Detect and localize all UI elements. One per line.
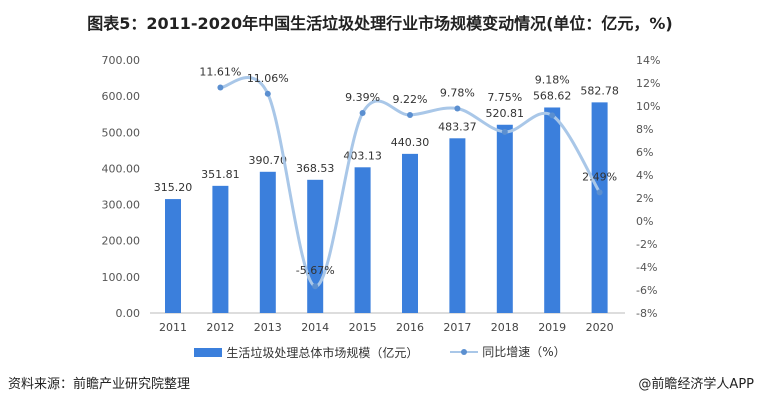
- y-left-tick-label: 400.00: [102, 162, 141, 175]
- y-right-tick-label: -8%: [636, 307, 657, 320]
- growth-point: [312, 283, 319, 290]
- y-right-tick-label: -2%: [636, 238, 657, 251]
- bar-value-label: 440.30: [391, 136, 430, 149]
- x-tick-label: 2019: [538, 321, 566, 334]
- y-left-tick-label: 200.00: [102, 235, 141, 248]
- growth-value-label: 9.78%: [440, 87, 475, 100]
- x-tick-label: 2013: [254, 321, 282, 334]
- legend-swatch-bar: [194, 347, 223, 357]
- legend-label-line: 同比增速（%）: [482, 345, 566, 359]
- x-tick-label: 2020: [586, 321, 614, 334]
- y-left-tick-label: 600.00: [102, 90, 141, 103]
- y-right-tick-label: 6%: [636, 146, 653, 159]
- growth-point: [217, 84, 224, 91]
- bar-value-label: 315.20: [154, 181, 193, 194]
- x-tick-label: 2016: [396, 321, 424, 334]
- growth-point: [549, 112, 556, 119]
- bar-value-label: 351.81: [201, 168, 240, 181]
- bar: [354, 167, 371, 313]
- y-left-tick-label: 0.00: [116, 307, 141, 320]
- growth-point: [596, 189, 603, 196]
- growth-point: [407, 111, 413, 118]
- x-tick-label: 2011: [159, 321, 187, 334]
- bar: [449, 138, 466, 313]
- y-right-tick-label: 4%: [636, 169, 653, 182]
- growth-point: [454, 105, 461, 112]
- y-right-tick-label: 8%: [636, 123, 653, 136]
- x-tick-label: 2017: [443, 321, 471, 334]
- growth-point: [359, 110, 366, 117]
- y-right-tick-label: -4%: [636, 261, 657, 274]
- legend-swatch-line: [450, 347, 479, 357]
- y-left-tick-label: 300.00: [102, 199, 141, 212]
- y-left-tick-label: 700.00: [102, 54, 141, 67]
- growth-value-label: 11.61%: [199, 65, 241, 78]
- chart-title: 图表5：2011-2020年中国生活垃圾处理行业市场规模变动情况(单位：亿元，%…: [87, 14, 673, 33]
- legend-label-bar: 生活垃圾处理总体市场规模（亿元）: [226, 345, 419, 360]
- source-note: 资料来源：前瞻产业研究院整理: [8, 377, 191, 392]
- legend-item-line: 同比增速（%）: [450, 343, 566, 360]
- growth-point: [264, 90, 271, 97]
- y-right-tick-label: 10%: [636, 100, 660, 113]
- growth-value-label: 2.49%: [582, 170, 617, 183]
- bar-value-label: 582.78: [580, 84, 619, 97]
- bar: [402, 153, 418, 313]
- growth-value-label: 9.39%: [345, 91, 380, 104]
- y-right-tick-label: -6%: [636, 284, 657, 297]
- y-left-tick-label: 500.00: [102, 126, 141, 139]
- bar: [259, 171, 276, 313]
- legend: 生活垃圾处理总体市场规模（亿元） 同比增速（%）: [0, 343, 760, 361]
- growth-value-label: 11.06%: [247, 72, 289, 85]
- y-right-tick-label: 14%: [636, 54, 660, 67]
- bar: [212, 185, 229, 313]
- bar-value-label: 368.53: [296, 162, 335, 175]
- y-left-tick-label: 100.00: [102, 271, 141, 284]
- y-right-tick-label: 12%: [636, 77, 660, 90]
- y-right-tick-label: 0%: [636, 215, 653, 228]
- bar-value-label: 483.37: [438, 120, 477, 133]
- bar: [591, 102, 608, 313]
- bar: [165, 199, 181, 313]
- growth-point: [501, 128, 508, 135]
- brand-note: @前瞻经济学人APP: [638, 377, 754, 392]
- x-tick-label: 2012: [206, 321, 234, 334]
- bar: [544, 107, 561, 313]
- bar-value-label: 568.62: [533, 89, 572, 102]
- bar-value-label: 403.13: [343, 149, 382, 162]
- bar: [496, 124, 513, 313]
- bar-value-label: 390.70: [249, 154, 288, 167]
- growth-line: [220, 76, 601, 288]
- x-tick-label: 2018: [491, 321, 519, 334]
- growth-value-label: 7.75%: [487, 91, 522, 104]
- growth-value-label: -5.67%: [296, 264, 335, 277]
- x-tick-label: 2015: [349, 321, 377, 334]
- growth-value-label: 9.18%: [535, 73, 570, 86]
- bar: [307, 179, 324, 313]
- legend-item-bar: 生活垃圾处理总体市场规模（亿元）: [194, 344, 418, 361]
- x-tick-label: 2014: [301, 321, 329, 334]
- y-right-tick-label: 2%: [636, 192, 653, 205]
- bar-value-label: 520.81: [486, 107, 525, 120]
- growth-value-label: 9.22%: [393, 93, 428, 106]
